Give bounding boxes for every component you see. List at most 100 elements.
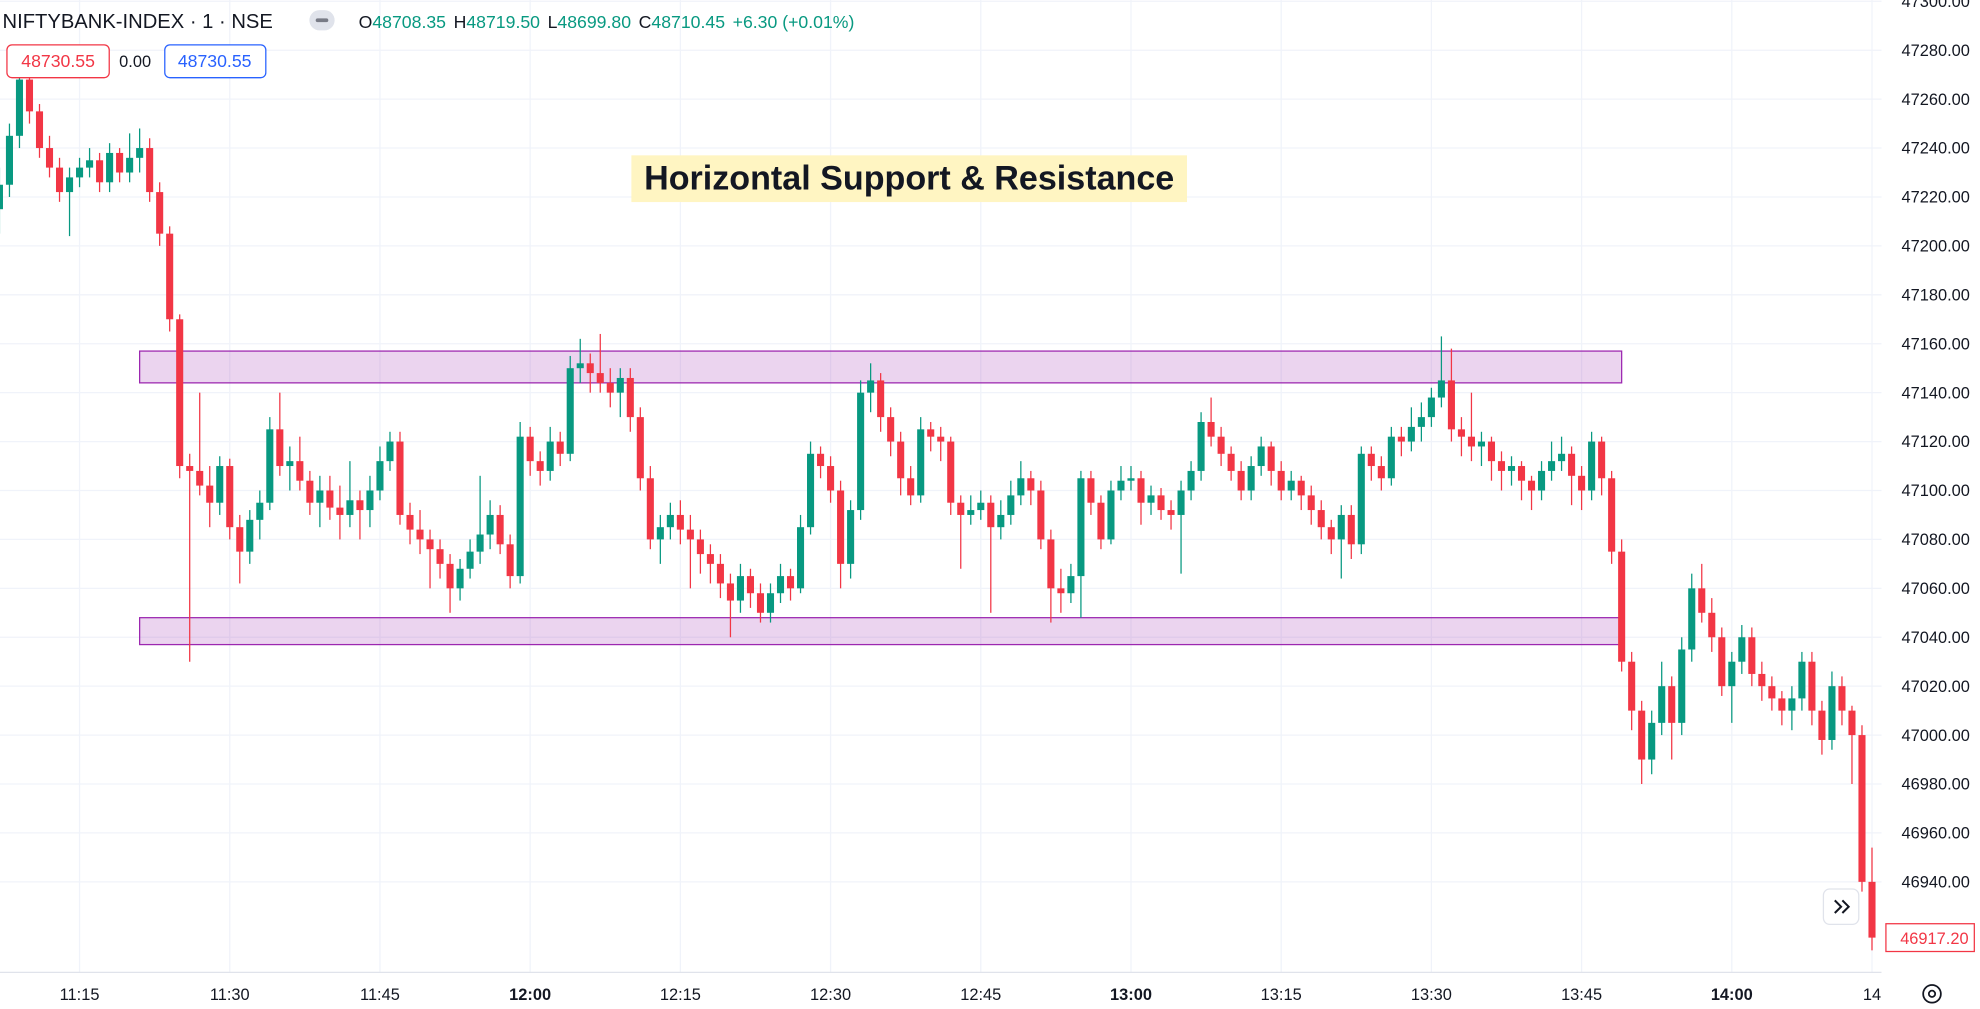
candle-body: [736, 576, 744, 601]
candle-body: [1037, 490, 1045, 540]
candle-body: [1057, 588, 1065, 594]
candle-body: [656, 527, 664, 540]
buy-box[interactable]: [164, 44, 267, 79]
candle-body: [306, 480, 314, 503]
candle-body: [1638, 710, 1646, 760]
candle-body: [927, 429, 935, 437]
candle-body: [396, 441, 404, 515]
ohlc-values: O48708.35 H48719.50 L48699.80 C48710.45 +6.3…: [359, 12, 855, 32]
candle-body: [1788, 698, 1796, 711]
candle-body: [1117, 480, 1125, 491]
candle-body: [1558, 453, 1566, 462]
y-tick-label: 47020.00: [1901, 678, 1969, 696]
y-tick-label: 47160.00: [1901, 335, 1969, 353]
y-tick-label: 47280.00: [1901, 42, 1969, 60]
candle-body: [1177, 490, 1185, 515]
x-tick-label: 14: [1863, 986, 1881, 1004]
candle-body: [1738, 637, 1746, 662]
candle-body: [1578, 475, 1586, 491]
y-tick-label: 47300.00: [1901, 0, 1969, 11]
candle-body: [286, 461, 294, 467]
candle-body: [1748, 637, 1756, 674]
candle-body: [786, 576, 795, 589]
candle-body: [997, 514, 1005, 528]
open-value: 48708.35: [372, 12, 446, 32]
candle-body: [176, 319, 184, 467]
candle-body: [1588, 441, 1596, 491]
candle-body: [1527, 480, 1536, 491]
candle-body: [987, 502, 995, 528]
candle-body: [716, 563, 724, 584]
candle-body: [226, 466, 234, 528]
change-value: +6.30 (+0.01%): [733, 12, 855, 32]
candle-body: [616, 377, 624, 393]
candle-body: [386, 441, 394, 462]
y-tick-label: 47060.00: [1901, 580, 1969, 598]
candle-body: [907, 478, 915, 496]
candle-body: [326, 490, 334, 508]
candle-body: [686, 529, 694, 540]
candle-body: [1507, 466, 1516, 471]
candle-body: [1277, 470, 1285, 491]
candle-body: [1548, 461, 1556, 471]
candle-body: [35, 111, 44, 149]
candle-body: [967, 510, 975, 515]
candle-body: [937, 436, 945, 442]
candle-body: [356, 500, 364, 511]
candle-body: [1217, 436, 1225, 454]
candle-body: [566, 368, 574, 454]
candle-body: [1658, 686, 1666, 723]
symbol: NIFTYBANK-INDEX · 1 · NSE: [3, 11, 273, 33]
buy-price: 48730.55: [178, 51, 252, 71]
candle-body: [576, 363, 584, 369]
candle-body: [1067, 576, 1075, 594]
last-price-box: [1885, 923, 1975, 953]
candle-body: [1598, 441, 1606, 479]
high-value: 48719.50: [466, 12, 540, 32]
y-tick-label: 47180.00: [1901, 286, 1969, 304]
candle-body: [416, 529, 424, 540]
candle-body: [376, 461, 384, 491]
candle-body: [496, 514, 504, 545]
y-tick-label: 47040.00: [1901, 629, 1969, 647]
candle-body: [106, 152, 114, 183]
candle-body: [186, 466, 194, 471]
candle-body: [947, 441, 955, 503]
x-tick-label: 12:30: [810, 986, 851, 1004]
candle-body: [1848, 710, 1856, 736]
candle-body: [1477, 441, 1485, 447]
candle-body: [1828, 686, 1836, 740]
candle-body: [86, 160, 94, 168]
annotation: Horizontal Support & Resistance: [644, 159, 1174, 197]
x-tick-label: 11:45: [360, 986, 400, 1004]
candle-body: [1457, 429, 1465, 437]
sell-box[interactable]: [6, 44, 110, 79]
low-value: 48699.80: [557, 12, 631, 32]
settings-icon[interactable]: [1922, 984, 1942, 1004]
close-label: C: [639, 12, 652, 32]
candle-body: [1487, 441, 1496, 462]
candle-body: [366, 490, 374, 511]
candle-body: [1347, 514, 1355, 545]
candle-body: [1818, 710, 1826, 740]
grid: [0, 0, 1882, 973]
candle-body: [0, 184, 3, 210]
candle-body: [346, 500, 354, 515]
candle-body: [646, 478, 654, 540]
candle-body: [1618, 551, 1626, 662]
candle-body: [1107, 490, 1115, 540]
candle-body: [756, 593, 765, 613]
candle-body: [1187, 470, 1195, 491]
candle-body: [797, 527, 805, 589]
candle-body: [596, 373, 604, 383]
candle-body: [1568, 453, 1576, 476]
candle-body: [1427, 397, 1435, 418]
candle-body: [827, 466, 835, 491]
candle-body: [1768, 686, 1776, 699]
candle-body: [246, 519, 254, 552]
candle-body: [15, 79, 24, 136]
candle-body: [116, 152, 124, 173]
candle-body: [436, 549, 444, 564]
candle-body: [1077, 478, 1085, 577]
candle-body: [316, 490, 324, 503]
